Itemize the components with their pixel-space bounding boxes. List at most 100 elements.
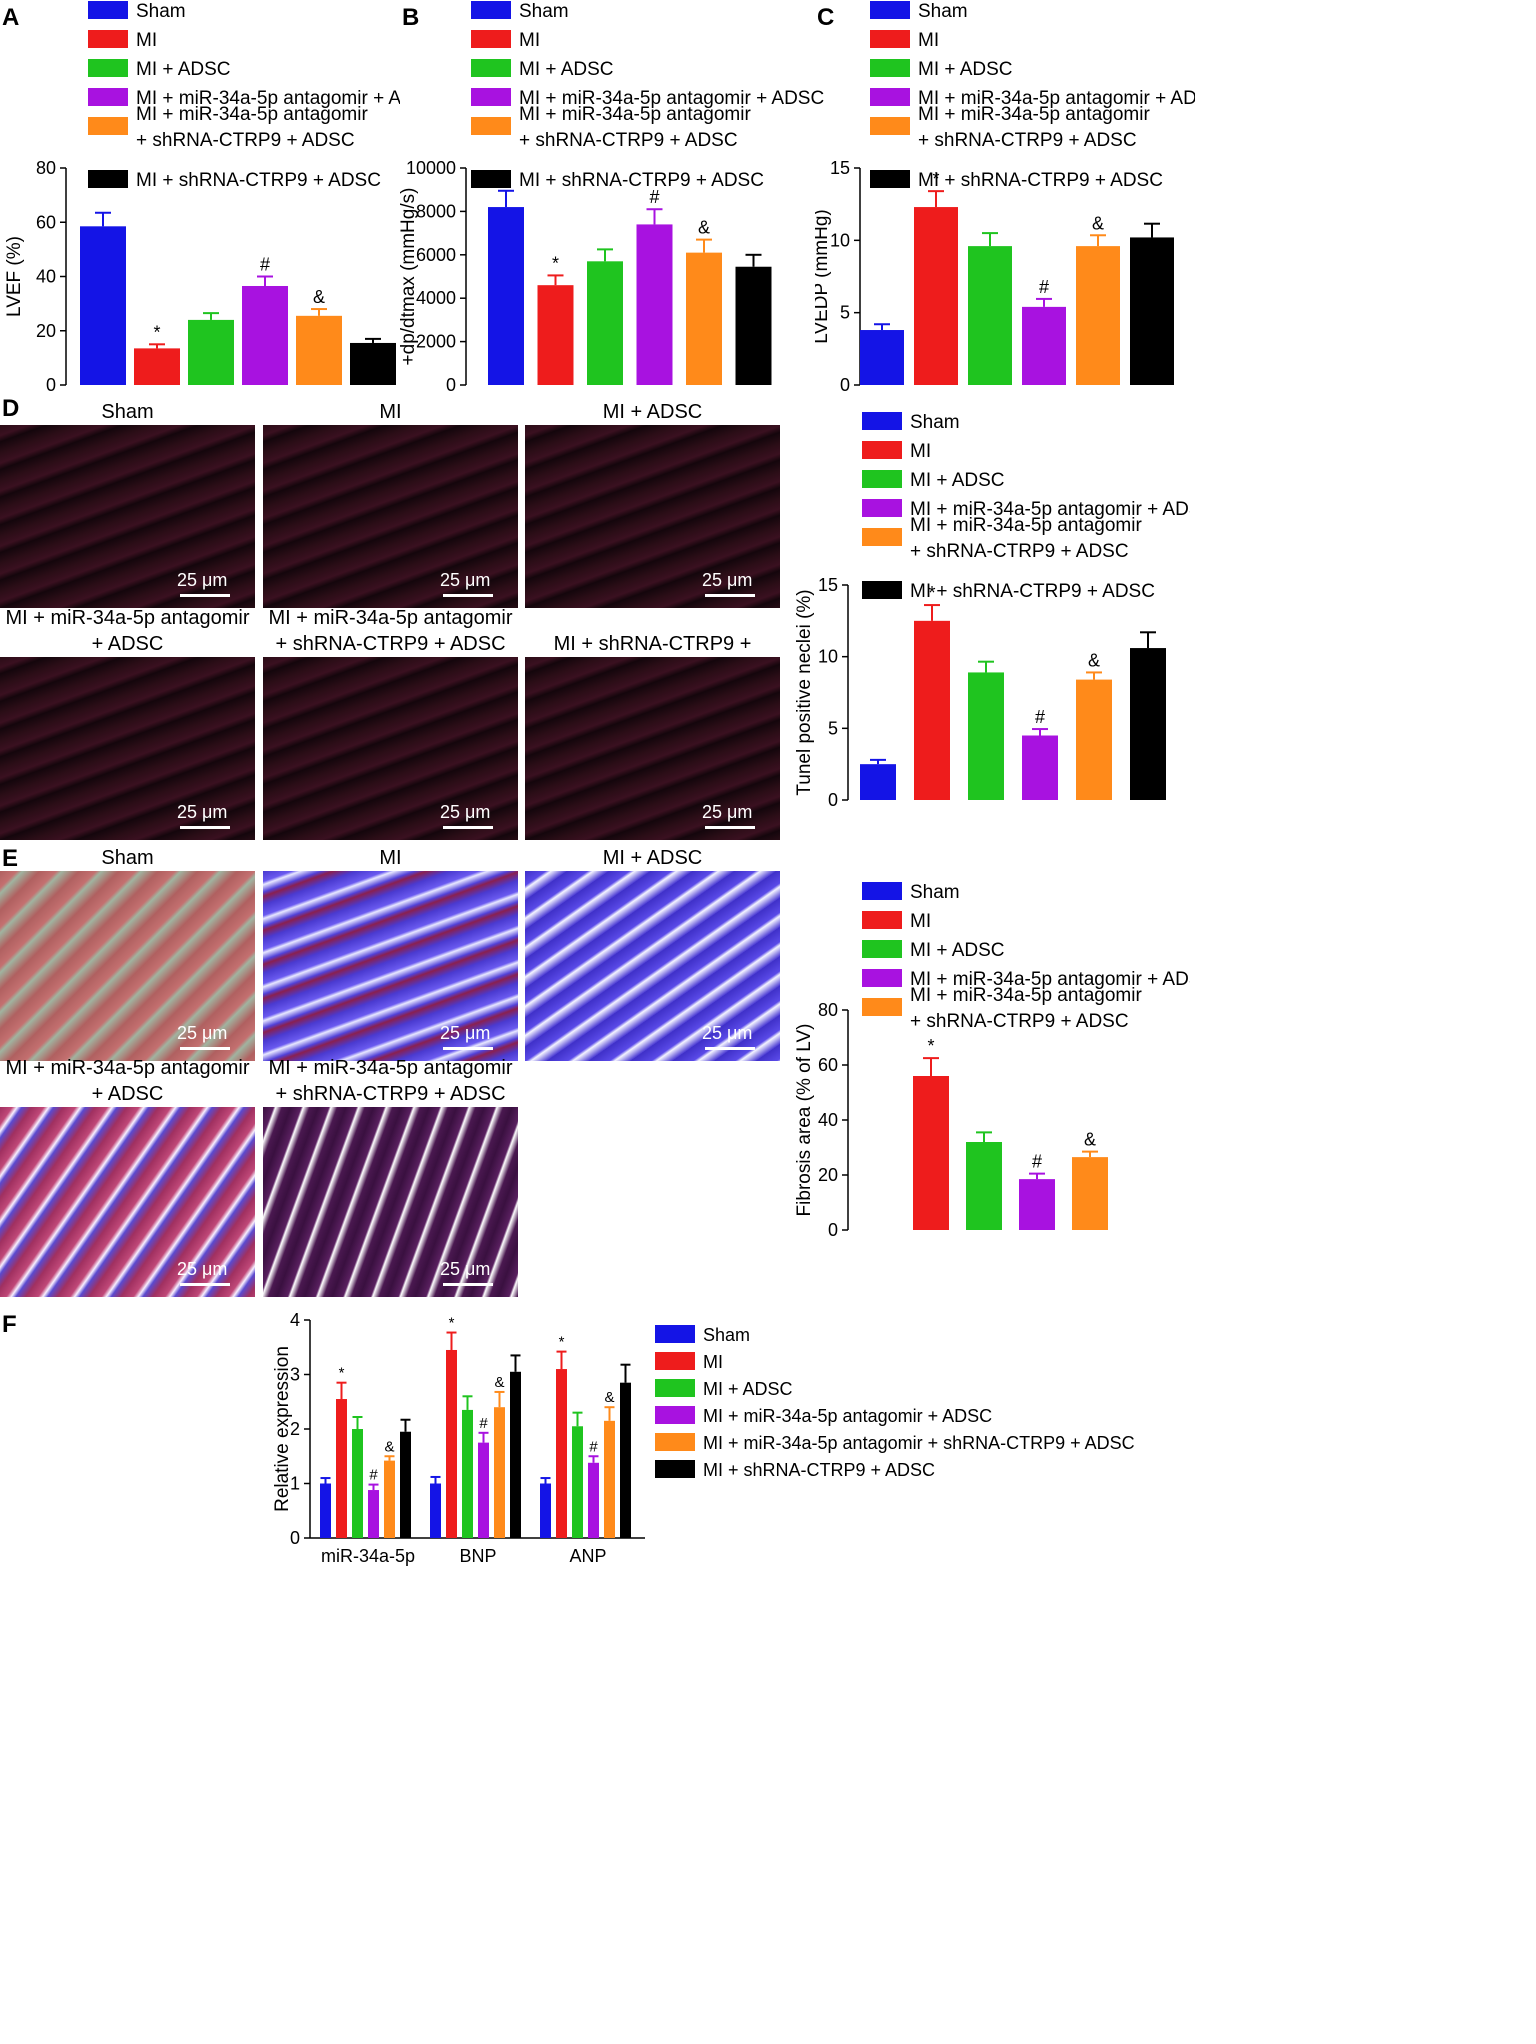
significance-mark: * — [927, 1036, 934, 1056]
micrograph-image — [525, 871, 780, 1061]
panel-letter: C — [817, 4, 834, 31]
y-axis-title: LVEF (%) — [4, 236, 25, 317]
bar — [80, 226, 126, 385]
y-axis-title: Fibrosis area (% of LV) — [794, 1024, 815, 1217]
significance-mark: & — [313, 287, 325, 307]
y-tick-label: 6000 — [416, 245, 456, 265]
bar — [540, 1483, 551, 1538]
significance-mark: * — [928, 583, 935, 603]
legend-swatch — [88, 170, 128, 188]
legend-label: MI + miR-34a-5p antagomir + ADSC — [910, 499, 1190, 520]
panel-letter: A — [2, 4, 19, 31]
legend-label: + shRNA-CTRP9 + ADSC — [519, 130, 738, 151]
scale-bar-label: 25 μm — [702, 1023, 753, 1043]
micrograph-image — [263, 871, 518, 1061]
legend-label: MI + miR-34a-5p antagomir + ADSC — [136, 88, 400, 109]
y-tick-label: 60 — [36, 212, 56, 232]
micrograph-image — [525, 657, 780, 840]
y-tick-label: 15 — [818, 575, 838, 595]
legend-swatch — [88, 1, 128, 19]
bar — [968, 672, 1004, 800]
micrograph-title: Sham — [101, 401, 154, 423]
legend-label: MI — [519, 30, 540, 51]
bar — [735, 266, 772, 385]
y-tick-label: 40 — [36, 267, 56, 287]
bar — [860, 330, 904, 385]
bar — [1022, 306, 1066, 385]
legend-label: MI + miR-34a-5p antagomir — [519, 104, 751, 125]
legend-swatch — [862, 911, 902, 929]
legend-swatch — [862, 470, 902, 488]
bar — [914, 207, 958, 385]
significance-mark: * — [552, 253, 559, 273]
micrograph-title: MI + miR-34a-5p antagomir + shRNA-CTRP9 +… — [268, 607, 513, 655]
scale-bar — [443, 826, 493, 829]
y-tick-label: 10 — [818, 647, 838, 667]
legend-swatch — [870, 30, 910, 48]
bar — [636, 224, 673, 385]
legend-swatch — [862, 581, 902, 599]
micrograph-title: Sham — [101, 847, 154, 869]
y-axis-title: Tunel positive neclei (%) — [794, 589, 815, 795]
bar — [620, 1382, 631, 1538]
legend-label: MI + shRNA-CTRP9 + ADSC — [136, 170, 381, 191]
legend-swatch — [870, 117, 910, 135]
significance-mark: # — [369, 1467, 378, 1484]
legend-swatch — [862, 412, 902, 430]
bar — [914, 620, 950, 800]
y-tick-label: 5 — [828, 718, 838, 738]
legend-swatch — [655, 1325, 695, 1343]
micrograph-image — [0, 1107, 255, 1297]
legend-label: MI + miR-34a-5p antagomir + ADSC — [703, 1406, 992, 1426]
legend-swatch — [870, 88, 910, 106]
micrograph-title: MI + miR-34a-5p antagomir + ADSC — [5, 1057, 250, 1105]
panel-letter: F — [2, 1311, 17, 1338]
legend-swatch — [88, 117, 128, 135]
significance-mark: # — [589, 1438, 598, 1455]
legend-label: Sham — [136, 1, 186, 22]
legend-swatch — [471, 170, 511, 188]
bar — [1072, 1157, 1108, 1230]
panel-letter: D — [2, 395, 20, 422]
scale-bar — [443, 594, 493, 597]
chart-d-tunel: Sham MI MI + ADSC MI + miR-34a-5p antagomir… — [794, 412, 1190, 810]
legend-swatch — [88, 59, 128, 77]
micrograph-image — [0, 425, 255, 608]
bar — [384, 1460, 395, 1538]
scale-bar — [180, 1283, 230, 1286]
bar — [430, 1483, 441, 1538]
bar — [966, 1142, 1002, 1230]
bar — [296, 315, 342, 385]
y-tick-label: 80 — [818, 1000, 838, 1020]
y-tick-label: 20 — [818, 1165, 838, 1185]
legend-swatch — [655, 1460, 695, 1478]
bar — [494, 1407, 505, 1538]
legend-swatch — [88, 30, 128, 48]
scale-bar-label: 25 μm — [177, 1259, 228, 1279]
scale-bar — [705, 594, 755, 597]
panel-letter: E — [2, 845, 19, 872]
micrograph-image — [263, 657, 518, 840]
scale-bar — [443, 1047, 493, 1050]
y-tick-label: 0 — [828, 790, 838, 810]
legend-label: MI — [918, 30, 939, 51]
significance-mark: * — [559, 1334, 565, 1351]
legend-label: MI + ADSC — [910, 940, 1005, 961]
significance-mark: # — [1035, 707, 1045, 727]
micrograph-title: MI + ADSC — [602, 401, 703, 423]
legend-label: Sham — [918, 1, 968, 22]
significance-mark: # — [1039, 277, 1049, 297]
bar — [478, 1442, 489, 1538]
significance-mark: * — [339, 1365, 345, 1382]
legend-label: + shRNA-CTRP9 + ADSC — [910, 1011, 1129, 1032]
bar — [556, 1369, 567, 1538]
scale-bar-label: 25 μm — [702, 802, 753, 822]
legend-label: Sham — [519, 1, 569, 22]
legend-swatch — [655, 1433, 695, 1451]
micrograph-image — [0, 871, 255, 1061]
legend-label: MI + miR-34a-5p antagomir — [910, 985, 1142, 1006]
micrograph-title: MI — [379, 847, 402, 869]
bar — [488, 207, 524, 385]
y-axis-title: LVEDP (mmHg) — [815, 209, 832, 343]
